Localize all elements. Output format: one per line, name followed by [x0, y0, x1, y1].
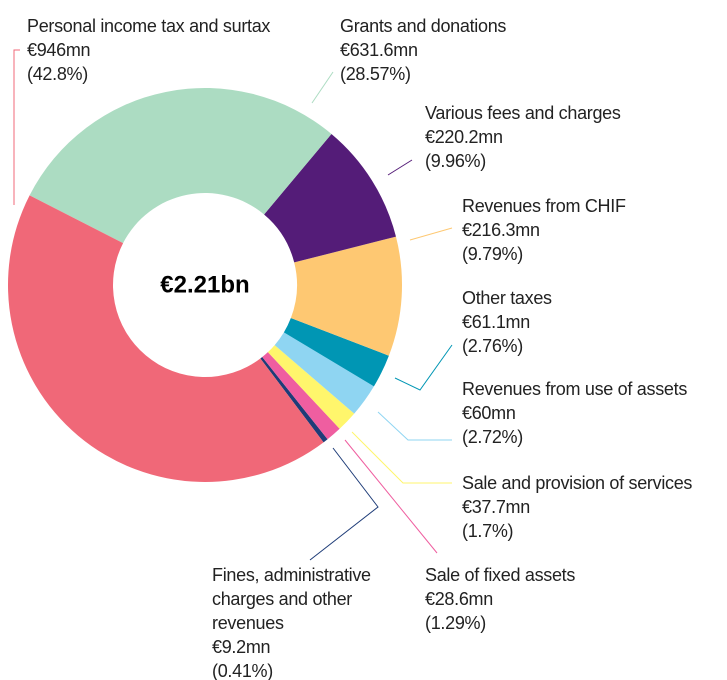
amount-label: €28.6mn: [425, 589, 493, 609]
percent-label: (9.96%): [425, 151, 486, 171]
category-name: Fines, administrative charges and other …: [212, 565, 371, 633]
amount-label: €216.3mn: [462, 220, 540, 240]
percent-label: (2.72%): [462, 427, 523, 447]
amount-label: €61.1mn: [462, 312, 530, 332]
category-name: Revenues from CHIF: [462, 196, 626, 216]
category-name: Grants and donations: [340, 16, 507, 36]
donut-slice: [7, 195, 324, 483]
donut-slice: [29, 88, 332, 244]
category-name: Personal income tax and surtax: [27, 16, 271, 36]
leader-line: [311, 71, 334, 104]
percent-label: (1.7%): [462, 521, 514, 541]
amount-label: €60mn: [462, 403, 516, 423]
amount-label: €946mn: [27, 40, 91, 60]
leader-line: [409, 227, 453, 241]
slice-label: Sale of fixed assets €28.6mn (1.29%): [425, 563, 575, 635]
leader-line: [351, 431, 452, 484]
center-label: €2.21bn: [160, 271, 249, 298]
leader-line: [387, 159, 413, 176]
leader-line: [344, 439, 438, 554]
percent-label: (42.8%): [27, 64, 88, 84]
slice-label: Grants and donations €631.6mn (28.57%): [340, 14, 506, 86]
amount-label: €220.2mn: [425, 127, 503, 147]
amount-label: €9.2mn: [212, 637, 271, 657]
amount-label: €631.6mn: [340, 40, 418, 60]
category-name: Sale of fixed assets: [425, 565, 576, 585]
slice-label: Personal income tax and surtax €946mn (42.…: [27, 14, 270, 86]
slice-label: Revenues from CHIF €216.3mn (9.79%): [462, 194, 626, 266]
percent-label: (0.41%): [212, 661, 273, 680]
leader-line: [13, 49, 20, 205]
leader-line: [394, 344, 453, 391]
slice-label: Fines, administrative charges and other …: [212, 563, 402, 680]
slice-label: Revenues from use of assets €60mn (2.72%): [462, 377, 687, 449]
category-name: Sale and provision of services: [462, 473, 693, 493]
donut-slice: [267, 345, 355, 429]
percent-label: (9.79%): [462, 244, 523, 264]
slice-label: Sale and provision of services €37.7mn (1.…: [462, 471, 692, 543]
percent-label: (28.57%): [340, 64, 411, 84]
category-name: Other taxes: [462, 288, 552, 308]
slice-label: Other taxes €61.1mn (2.76%): [462, 286, 552, 358]
amount-label: €37.7mn: [462, 497, 530, 517]
donut-slice: [283, 318, 389, 387]
percent-label: (2.76%): [462, 336, 523, 356]
slice-label: Various fees and charges €220.2mn (9.96%): [425, 101, 621, 173]
donut-slice: [274, 332, 374, 414]
donut-slice: [262, 352, 340, 440]
donut-slice: [260, 357, 328, 443]
donut-slice: [264, 133, 396, 263]
category-name: Various fees and charges: [425, 103, 621, 123]
leader-line: [377, 411, 452, 441]
donut-slice: [290, 236, 402, 356]
percent-label: (1.29%): [425, 613, 486, 633]
category-name: Revenues from use of assets: [462, 379, 688, 399]
leader-line: [309, 447, 379, 561]
